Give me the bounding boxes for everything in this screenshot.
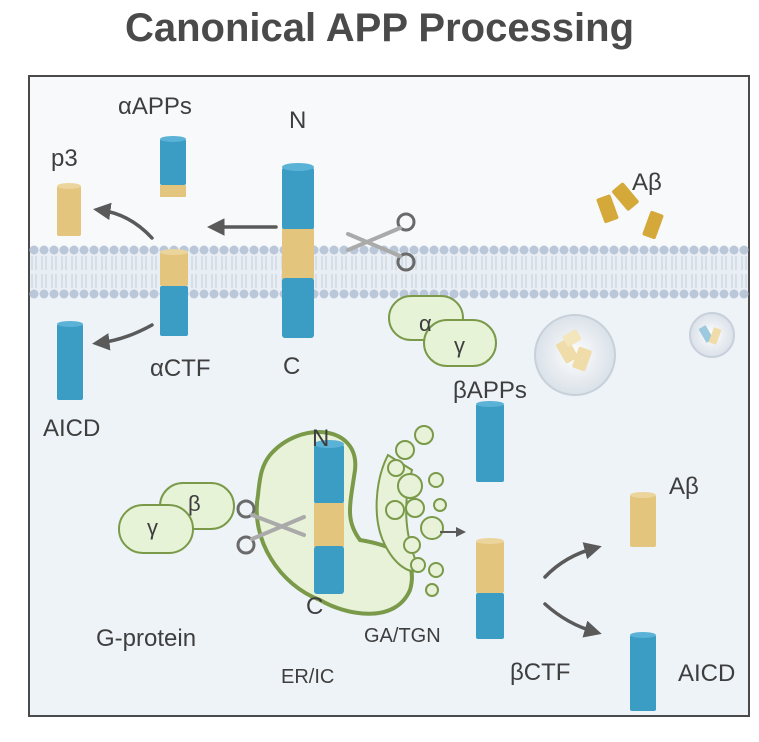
label-g-protein: G-protein [96, 625, 196, 652]
label-aicd-left: AICD [43, 415, 100, 442]
alpha-gamma-secretase [388, 295, 497, 367]
label-ga-tgn: GA/TGN [364, 625, 441, 647]
label-c-top: C [283, 353, 300, 380]
label-sub-alpha: α [419, 311, 432, 336]
label-sub-gamma-bottom: γ [147, 515, 158, 540]
label-abeta-top: Aβ [632, 169, 662, 196]
app-er-protein [314, 440, 344, 594]
beta-gamma-secretase [118, 482, 235, 554]
label-aicd-right: AICD [678, 660, 735, 687]
label-p3: p3 [51, 145, 78, 172]
aicd-right-fragment [630, 632, 656, 711]
aicd-left-fragment [57, 321, 83, 400]
cleavage-arrows-alpha [92, 202, 278, 351]
label-n-top: N [289, 107, 306, 134]
label-n-er: N [312, 425, 329, 452]
vesicle-icon [534, 314, 616, 396]
beta-apps-protein [476, 401, 504, 482]
label-beta-ctf: βCTF [510, 659, 570, 686]
label-alpha-ctf: αCTF [150, 355, 211, 382]
golgi-tgn-organelle [375, 425, 447, 597]
label-er-ic: ER/IC [281, 666, 334, 688]
page-title: Canonical APP Processing [124, 6, 635, 50]
label-c-er: C [306, 593, 323, 620]
alpha-ctf-protein [160, 249, 188, 336]
label-beta-apps: βAPPs [453, 377, 527, 404]
small-vesicle-icon [689, 312, 735, 358]
alpha-apps-protein [160, 136, 186, 197]
abeta-right-fragment [630, 492, 656, 547]
cell-membrane [29, 245, 749, 299]
cleavage-arrows-beta [543, 542, 602, 638]
extracellular-space [30, 77, 748, 247]
label-sub-gamma-top: γ [454, 333, 465, 358]
label-abeta-right: Aβ [669, 473, 699, 500]
label-alpha-apps: αAPPs [118, 93, 192, 120]
beta-ctf-protein [476, 538, 504, 639]
p3-fragment [57, 183, 81, 236]
scissors-icon [346, 212, 416, 272]
label-sub-beta: β [188, 491, 201, 516]
abeta-aggregates-top [596, 182, 664, 240]
scissors-icon-bottom [236, 499, 306, 555]
app-full-length [282, 163, 314, 338]
